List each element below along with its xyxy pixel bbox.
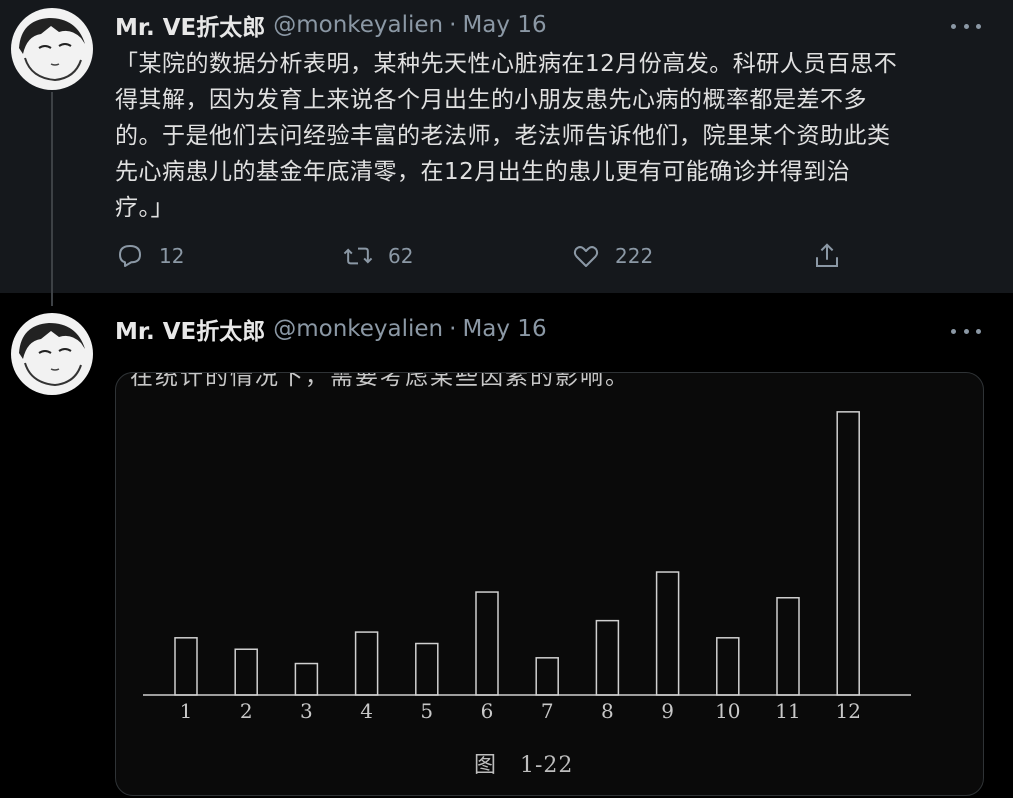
tweet-text-line: 先心病患儿的基金年底清零，在12月出生的患儿更有可能确诊并得到治 xyxy=(115,159,851,185)
avatar-illustration xyxy=(19,323,85,387)
x-tick-label: 2 xyxy=(240,699,253,723)
tweet-header: Mr. VE折太郎 @monkeyalien · May 16 xyxy=(115,314,547,345)
chart-bar xyxy=(174,637,198,696)
separator: · xyxy=(449,12,457,38)
x-tick-label: 4 xyxy=(360,699,373,723)
chart-bar xyxy=(836,411,860,696)
chart-bar xyxy=(535,657,559,696)
x-tick-label: 6 xyxy=(481,699,494,723)
chart-bar xyxy=(655,571,680,696)
tweet-actions: 12 62 222 xyxy=(115,236,855,276)
chart-bar xyxy=(475,591,499,696)
x-tick-label: 7 xyxy=(541,699,554,723)
x-tick-label: 9 xyxy=(661,699,674,723)
author-name[interactable]: Mr. VE折太郎 xyxy=(115,319,266,345)
author-handle[interactable]: @monkeyalien xyxy=(273,12,444,38)
tweet-header: Mr. VE折太郎 @monkeyalien · May 16 xyxy=(115,10,547,41)
like-button[interactable]: 222 xyxy=(571,236,653,276)
tweet-text-line: 疗。」 xyxy=(115,195,174,221)
share-button[interactable] xyxy=(812,236,856,276)
chart-bar xyxy=(234,648,258,696)
like-count: 222 xyxy=(615,244,654,268)
thread-connector xyxy=(51,92,53,306)
share-icon xyxy=(816,243,838,267)
x-tick-label: 1 xyxy=(180,699,193,723)
more-icon[interactable] xyxy=(951,321,981,341)
author-handle[interactable]: @monkeyalien xyxy=(273,316,444,342)
tweet-text-line: 的。于是他们去问经验丰富的老法师，老法师告诉他们，院里某个资助此类 xyxy=(115,123,891,149)
tweet-date[interactable]: May 16 xyxy=(462,12,547,38)
tweet-text-line: 得其解，因为发育上来说各个月出生的小朋友患先心病的概率都是差不多 xyxy=(115,87,867,113)
reply-count: 12 xyxy=(159,244,185,268)
more-icon[interactable] xyxy=(951,16,981,36)
retweet-count: 62 xyxy=(388,244,414,268)
figure-caption: 图 1-22 xyxy=(474,753,574,778)
chart-bar xyxy=(354,631,379,696)
chart-bar xyxy=(776,597,800,696)
bar-chart: 1 2 3 4 5 6 7 8 9 10 11 12 xyxy=(143,411,911,723)
tweet-text-line: 「某院的数据分析表明，某种先天性心脏病在12月份高发。科研人员百思不 xyxy=(115,51,898,77)
tweet-text: 「某院的数据分析表明，某种先天性心脏病在12月份高发。科研人员百思不 得其解，因… xyxy=(115,46,985,226)
avatar[interactable] xyxy=(11,313,93,395)
separator: · xyxy=(449,316,457,342)
avatar[interactable] xyxy=(11,8,93,90)
x-tick-label: 8 xyxy=(601,699,614,723)
author-name[interactable]: Mr. VE折太郎 xyxy=(115,15,266,41)
retweet-button[interactable]: 62 xyxy=(342,236,413,276)
x-tick-label: 10 xyxy=(715,699,740,723)
like-icon xyxy=(573,246,599,267)
tweet-date[interactable]: May 16 xyxy=(462,316,547,342)
x-tick-label: 3 xyxy=(300,699,313,723)
reply-icon xyxy=(119,245,141,267)
chart-bar xyxy=(415,642,439,696)
reply-button[interactable]: 12 xyxy=(115,236,184,276)
chart-bar xyxy=(595,619,620,696)
x-tick-label: 12 xyxy=(835,699,860,723)
retweet-icon xyxy=(343,247,373,265)
tweet-image[interactable]: 在统计的情况下，需要考虑某些因素的影响。 1 2 3 4 5 6 7 8 9 10 11 12 图 1… xyxy=(115,372,984,796)
chart-bar xyxy=(294,662,319,696)
avatar-illustration xyxy=(19,18,85,82)
x-tick-label: 11 xyxy=(775,699,800,723)
chart-bar xyxy=(716,637,740,696)
x-tick-label: 5 xyxy=(420,699,433,723)
image-cut-text: 在统计的情况下，需要考虑某些因素的影响。 xyxy=(130,372,630,390)
tweet-1[interactable]: Mr. VE折太郎 @monkeyalien · May 16 「某院的数据分析… xyxy=(0,0,1013,293)
